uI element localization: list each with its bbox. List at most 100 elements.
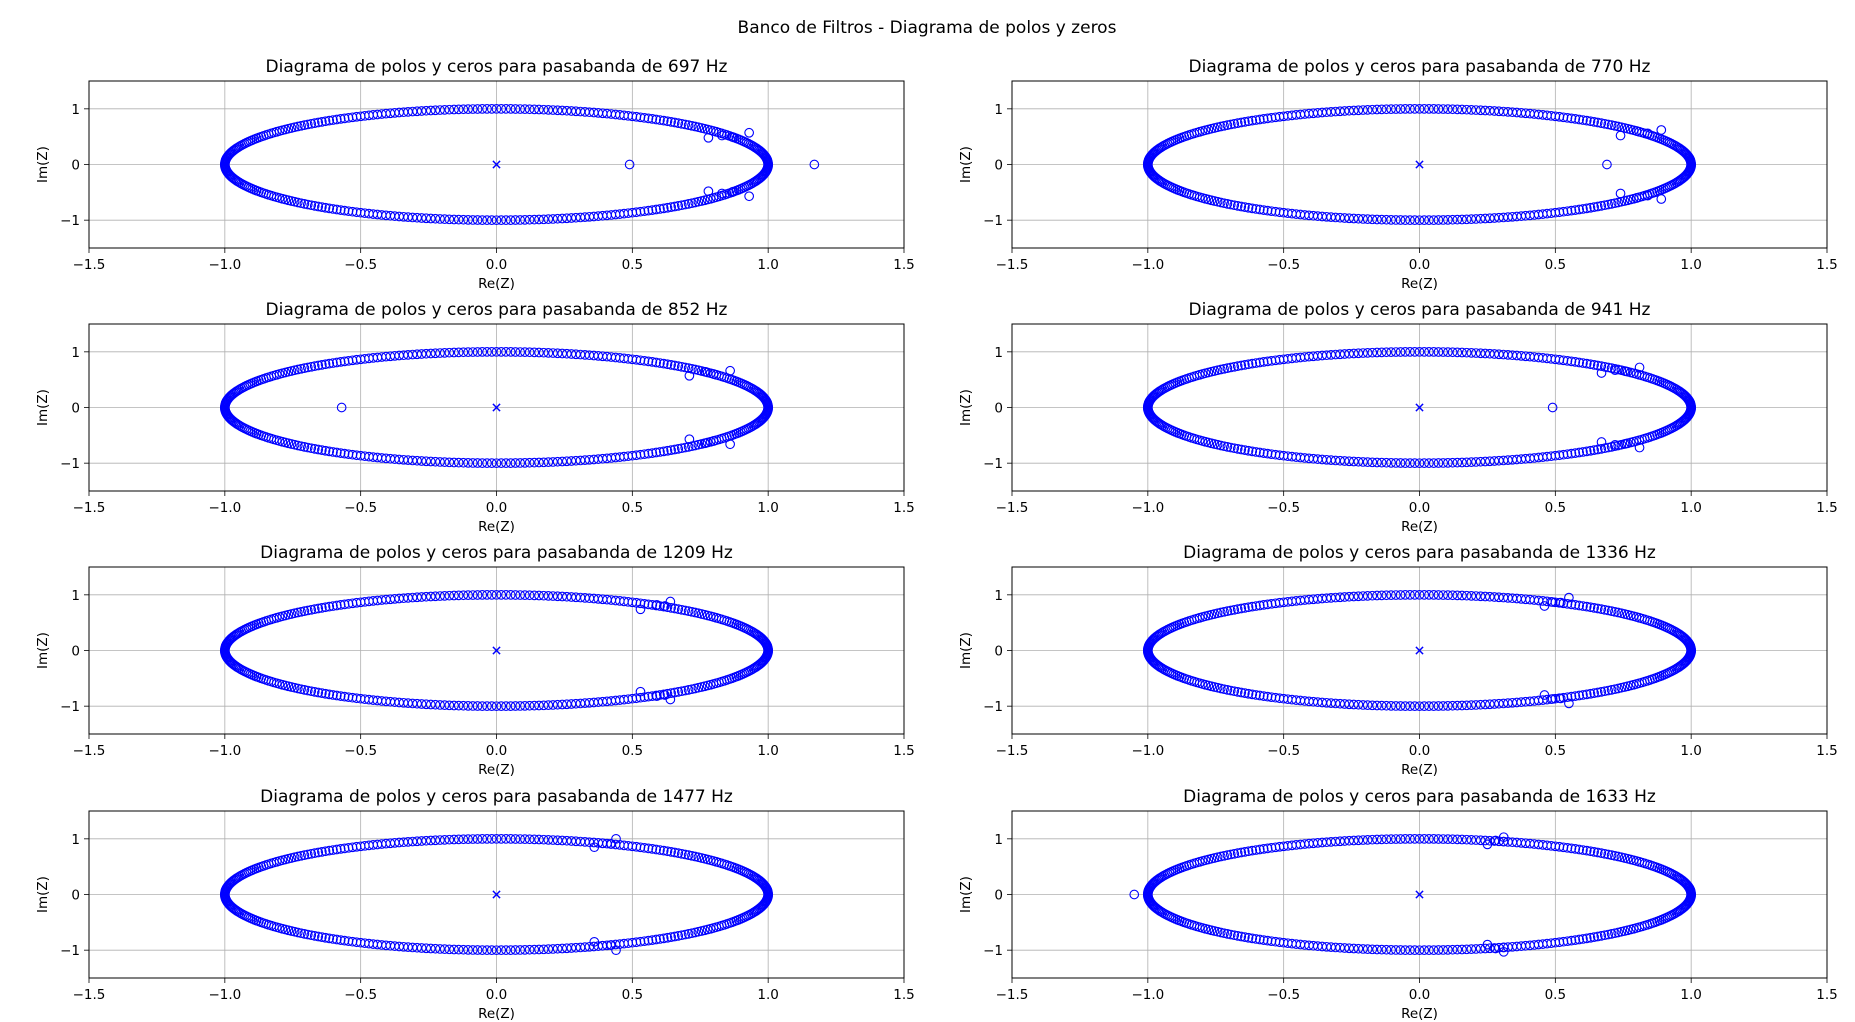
zero-marker (421, 213, 432, 224)
zero-marker (463, 347, 473, 357)
zero-marker (1405, 104, 1415, 114)
zero-marker (1232, 201, 1243, 211)
zero-marker (643, 935, 654, 946)
zero-marker (534, 700, 544, 711)
zero-marker (1606, 199, 1617, 209)
zero-marker (1358, 214, 1368, 224)
zero-marker (1589, 117, 1599, 127)
zero-marker (1381, 590, 1392, 601)
figure-suptitle: Banco de Filtros - Diagrama de polos y z… (738, 18, 1117, 38)
zero-marker (1400, 458, 1411, 468)
zero-marker (458, 347, 469, 358)
x-tick-label: −0.5 (344, 257, 377, 273)
zero-marker (1599, 686, 1610, 697)
zero-marker (1243, 602, 1254, 613)
x-tick-label: 1.0 (1680, 257, 1701, 273)
x-tick-label: 0.5 (1545, 987, 1566, 1003)
zero-marker (1547, 402, 1558, 413)
zero-marker (1613, 851, 1624, 862)
zero-marker (1362, 944, 1373, 954)
zero-marker (510, 590, 521, 600)
zero-marker (1247, 601, 1258, 612)
zero-marker (1386, 458, 1396, 468)
zero-marker (331, 447, 342, 458)
zero-marker (1596, 118, 1607, 128)
zero-marker (1362, 835, 1373, 845)
zero-marker (1232, 848, 1243, 858)
zero-marker (306, 200, 317, 211)
zero-marker (1606, 685, 1617, 695)
zero-marker (1236, 444, 1247, 455)
zero-marker (1443, 945, 1453, 955)
zero-marker (520, 834, 530, 844)
zero-marker (1262, 691, 1273, 702)
zero-marker (543, 457, 554, 467)
zero-marker (328, 690, 338, 700)
zero-marker (425, 213, 436, 224)
x-tick-label: 1.0 (757, 500, 778, 516)
zero-marker (1566, 691, 1577, 702)
zero-marker (1457, 944, 1467, 955)
zero-marker (306, 686, 317, 697)
zero-marker (1461, 347, 1472, 358)
zero-marker (463, 104, 473, 114)
zero-marker (1243, 688, 1254, 699)
zero-marker (501, 347, 511, 357)
zero-marker (557, 591, 568, 602)
zero-marker (680, 442, 691, 453)
zero-marker (501, 945, 511, 955)
zero-marker (1603, 685, 1614, 696)
zero-marker (1447, 214, 1458, 225)
zero-marker (1381, 944, 1392, 955)
zero-marker (496, 701, 507, 712)
zero-marker (1348, 835, 1359, 846)
zero-marker (453, 104, 464, 115)
zero-marker (1599, 604, 1610, 615)
zero-marker (335, 935, 346, 945)
zero-marker (1247, 689, 1258, 700)
zero-marker (647, 114, 658, 124)
zero-marker (302, 362, 313, 373)
x-axis-label: Re(Z) (478, 519, 515, 535)
zero-marker (472, 104, 483, 114)
zero-marker (647, 844, 658, 854)
zero-marker (651, 357, 662, 368)
zero-marker (486, 346, 497, 357)
zero-marker (313, 360, 324, 371)
zero-marker (1447, 834, 1458, 845)
zero-marker (673, 444, 684, 454)
y-tick-label: −1 (60, 943, 80, 959)
zero-marker (647, 691, 658, 701)
zero-marker (1461, 457, 1472, 468)
axes-frame (1011, 566, 1828, 735)
zero-marker (1400, 945, 1411, 955)
zero-marker (1457, 834, 1467, 845)
zero-marker (529, 457, 540, 468)
zero-marker (1419, 103, 1430, 114)
zero-marker (313, 931, 324, 942)
zero-marker (515, 458, 526, 468)
zero-marker (1599, 848, 1610, 859)
x-tick-label: −0.5 (1267, 743, 1300, 759)
zero-marker (1344, 456, 1355, 467)
zero-marker (534, 104, 544, 115)
zero-marker (335, 205, 346, 215)
zero-marker (1339, 213, 1350, 223)
zero-marker (647, 357, 658, 367)
zero-marker (453, 700, 464, 711)
zero-marker (306, 361, 317, 372)
zero-marker (1599, 930, 1610, 941)
x-axis-label: Re(Z) (1401, 1006, 1438, 1022)
zero-marker (1603, 849, 1614, 860)
zero-marker (1367, 834, 1378, 845)
zero-marker (552, 348, 563, 359)
zero-marker (1243, 932, 1254, 943)
zero-marker (501, 458, 511, 468)
x-tick-label: −0.5 (1267, 987, 1300, 1003)
zero-marker (1381, 834, 1392, 845)
zero-marker (477, 945, 488, 955)
zero-marker (515, 701, 526, 711)
zero-marker (1386, 945, 1396, 955)
zero-marker (1400, 347, 1411, 357)
zero-marker (1424, 590, 1434, 600)
